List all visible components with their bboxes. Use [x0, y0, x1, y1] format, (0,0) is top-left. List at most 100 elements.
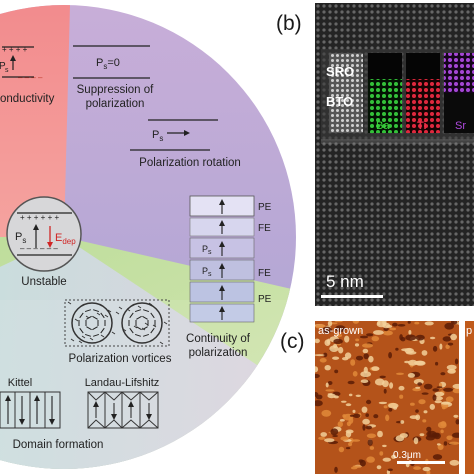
afm-grain — [349, 414, 355, 417]
afm-grain — [377, 430, 383, 438]
afm-grain — [354, 343, 360, 347]
afm-grain — [341, 400, 347, 403]
afm-grain — [408, 359, 418, 366]
afm-grain — [325, 382, 329, 388]
afm-grain — [351, 439, 361, 442]
vortex-arrow — [100, 327, 105, 334]
afm-grain — [436, 386, 443, 389]
afm-grain — [417, 382, 423, 386]
afm-grain — [423, 383, 433, 390]
afm-grain — [320, 432, 327, 437]
afm-grain — [437, 421, 447, 429]
svg-text:Ps: Ps — [15, 231, 26, 245]
afm-grain — [339, 419, 345, 422]
domain-sector — [0, 237, 296, 469]
element-ba: Ba — [376, 120, 390, 132]
vortex-arrow — [84, 333, 91, 337]
vortex-arrow — [150, 327, 155, 334]
afm-grain — [324, 438, 335, 443]
afm-grain — [352, 371, 358, 377]
afm-grain — [359, 335, 369, 339]
afm-grain — [454, 358, 459, 365]
afm-grain — [315, 366, 319, 373]
afm-grain — [374, 378, 385, 386]
afm-grain — [450, 333, 457, 341]
afm-grain — [348, 393, 353, 397]
afm-grain — [383, 405, 388, 409]
afm-grain — [366, 399, 372, 405]
afm-grain — [377, 321, 381, 326]
svg-text:Ps: Ps — [202, 244, 212, 256]
vortex-arrow — [159, 341, 164, 345]
kittel-domains — [0, 391, 61, 429]
afm-grain — [340, 436, 349, 441]
afm-grain — [379, 375, 386, 379]
afm-grain — [387, 468, 393, 472]
afm-grain — [385, 414, 390, 422]
afm-grain — [334, 369, 339, 374]
afm-grain — [363, 353, 369, 360]
vortex-arrow — [163, 321, 168, 325]
vortex-arrow — [143, 333, 150, 337]
afm-grain — [338, 346, 344, 354]
as-grown-tag: as-grown — [318, 325, 364, 337]
vortex-arrow — [100, 334, 105, 338]
afm-grain — [446, 435, 453, 441]
vortex-arrow — [78, 340, 83, 344]
svg-text:s: s — [5, 67, 9, 74]
afm-grain — [319, 358, 327, 363]
afm-grain — [428, 430, 432, 437]
afm-grain — [322, 326, 332, 334]
afm-grain — [371, 366, 380, 371]
afm-grain — [321, 409, 332, 417]
svg-text:– – – –: – – – – — [18, 73, 43, 82]
element-ti: Ti — [417, 120, 427, 132]
afm-grain — [362, 343, 373, 348]
svg-text:Ps: Ps — [152, 129, 163, 143]
afm-grain — [413, 437, 419, 445]
scale-bar-b — [321, 295, 383, 298]
afm-grain — [426, 430, 437, 438]
afm-grain — [437, 444, 444, 450]
afm-grain — [447, 342, 454, 346]
svg-text:– – – – – –: – – – – – – — [20, 244, 58, 253]
afm-grain — [388, 352, 392, 359]
afm-grain — [365, 425, 372, 430]
afm-grain — [386, 470, 390, 474]
afm-grain — [445, 396, 454, 403]
afm-grain — [405, 334, 417, 341]
vortex-arrow — [92, 326, 98, 331]
stem-image — [315, 3, 474, 306]
afm-grain — [360, 371, 372, 378]
afm-grain — [362, 418, 370, 425]
vortex-arrow — [129, 327, 134, 334]
vortex-arrow — [150, 312, 155, 319]
afm-grain — [345, 403, 352, 407]
afm-grain — [399, 334, 403, 341]
afm-grain — [382, 457, 391, 462]
vortex-arrow — [143, 309, 150, 313]
afm-grain — [318, 436, 326, 440]
afm-grain — [395, 347, 399, 351]
bto-label: BTO — [326, 94, 354, 109]
vortex-arrow — [126, 308, 131, 312]
afm-grain — [421, 392, 429, 395]
afm-image — [315, 321, 474, 474]
afm-grain — [419, 433, 425, 437]
scale-bar-b-label: 5 nm — [326, 272, 364, 291]
afm-grain — [345, 429, 354, 434]
afm-grain — [365, 413, 369, 417]
vortex-arrow — [136, 326, 142, 331]
afm-grain — [442, 336, 452, 342]
vortex-arrow — [92, 315, 98, 320]
vortex-arrow — [142, 315, 148, 320]
panel-c-label: (c) — [280, 330, 305, 353]
afm-grain — [336, 327, 347, 331]
afm-grain — [432, 345, 438, 352]
afm-grain — [401, 348, 412, 352]
polarization-schematic-circle: + + + + P s – – – – onductivity Ps=0 Sup… — [0, 5, 296, 469]
afm-grain — [357, 329, 362, 333]
vortex-arrow — [70, 338, 75, 342]
vortex-arrow — [152, 324, 157, 328]
afm-grain — [440, 401, 451, 405]
